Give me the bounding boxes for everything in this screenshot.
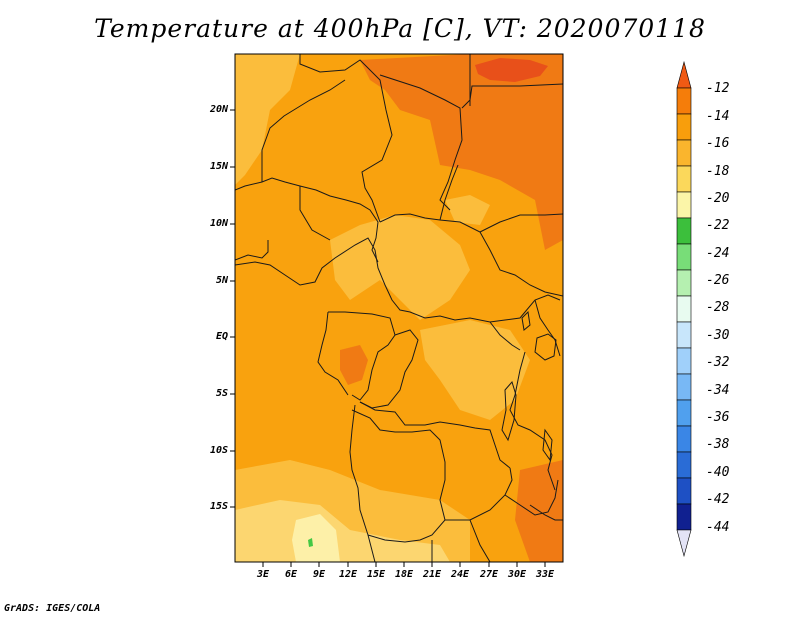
x-tick-label: 21E: [422, 569, 442, 580]
field-cool-central: [330, 215, 470, 320]
colorbar-label: -26: [706, 273, 730, 288]
x-tick-label: 12E: [338, 569, 358, 580]
colorbar-swatch: [676, 451, 692, 479]
field-coolest-south: [292, 514, 340, 562]
field-cool-northwest: [235, 54, 300, 185]
x-tick-label: 30E: [507, 569, 527, 580]
colorbar-label: -34: [706, 383, 730, 398]
colorbar-swatch: [676, 425, 692, 453]
colorbar-label: -44: [706, 520, 730, 535]
y-tick-label: 15N: [209, 161, 228, 172]
field-green-spot: [308, 538, 313, 547]
y-tick-label: 10N: [209, 218, 228, 229]
colorbar-swatch: [676, 295, 692, 323]
colorbar-label: -40: [706, 465, 730, 480]
field-hot-top: [475, 58, 548, 82]
colorbar-swatch: [676, 191, 692, 219]
colorbar-label: -14: [706, 109, 730, 124]
colorbar-swatch: [676, 243, 692, 271]
colorbar-swatch: [676, 373, 692, 401]
x-tick-label: 24E: [450, 569, 470, 580]
x-tick-label: 18E: [394, 569, 414, 580]
y-tick-label: 15S: [209, 501, 228, 512]
field-warm-gabon: [340, 345, 368, 385]
colorbar-label: -28: [706, 300, 730, 315]
map-frame: [234, 53, 564, 563]
colorbar-label: -36: [706, 410, 730, 425]
temperature-field: [235, 54, 563, 562]
field-cool-mid: [445, 195, 490, 225]
y-tick-label: 20N: [209, 104, 228, 115]
colorbar-label: -22: [706, 218, 730, 233]
colorbar-label: -18: [706, 164, 730, 179]
field-cool-east: [420, 320, 530, 420]
colorbar-swatch: [676, 113, 692, 141]
colorbar-label: -30: [706, 328, 730, 343]
lakes: [501, 310, 557, 462]
colorbar-swatch: [676, 139, 692, 167]
colorbar-swatch: [676, 347, 692, 375]
x-tick-label: 6E: [284, 569, 298, 580]
colorbar-swatch: [676, 217, 692, 245]
colorbar-swatch: [676, 503, 692, 531]
x-tick-label: 3E: [256, 569, 270, 580]
y-tick-label: 10S: [209, 445, 228, 456]
y-tick-label: EQ: [215, 331, 228, 342]
x-tick-label: 27E: [479, 569, 499, 580]
chart-title: Temperature at 400hPa [C], VT: 202007011…: [94, 14, 706, 43]
field-warm-northeast: [360, 54, 563, 250]
colorbar-swatch: [676, 165, 692, 193]
colorbar-swatch: [676, 399, 692, 427]
colorbar-label: -16: [706, 136, 730, 151]
y-tick-label: 5S: [215, 388, 228, 399]
y-tick-label: 5N: [215, 275, 228, 286]
colorbar-swatch: [676, 477, 692, 505]
colorbar-swatch: [676, 321, 692, 349]
axis-ticks: [230, 109, 546, 567]
colorbar: [676, 60, 692, 558]
colorbar-label: -20: [706, 191, 730, 206]
x-tick-label: 15E: [366, 569, 386, 580]
field-cooler-south: [235, 500, 450, 562]
colorbar-label: -12: [706, 81, 730, 96]
colorbar-label: -32: [706, 355, 730, 370]
colorbar-swatch: [676, 60, 692, 89]
colorbar-label: -42: [706, 492, 730, 507]
colorbar-swatch: [676, 529, 692, 558]
x-tick-label: 9E: [312, 569, 326, 580]
colorbar-swatch: [676, 87, 692, 115]
country-borders: [235, 54, 563, 562]
colorbar-label: -38: [706, 437, 730, 452]
colorbar-label: -24: [706, 246, 730, 261]
x-tick-label: 33E: [535, 569, 555, 580]
colorbar-swatch: [676, 269, 692, 297]
footer-credit: GrADS: IGES/COLA: [4, 603, 101, 614]
